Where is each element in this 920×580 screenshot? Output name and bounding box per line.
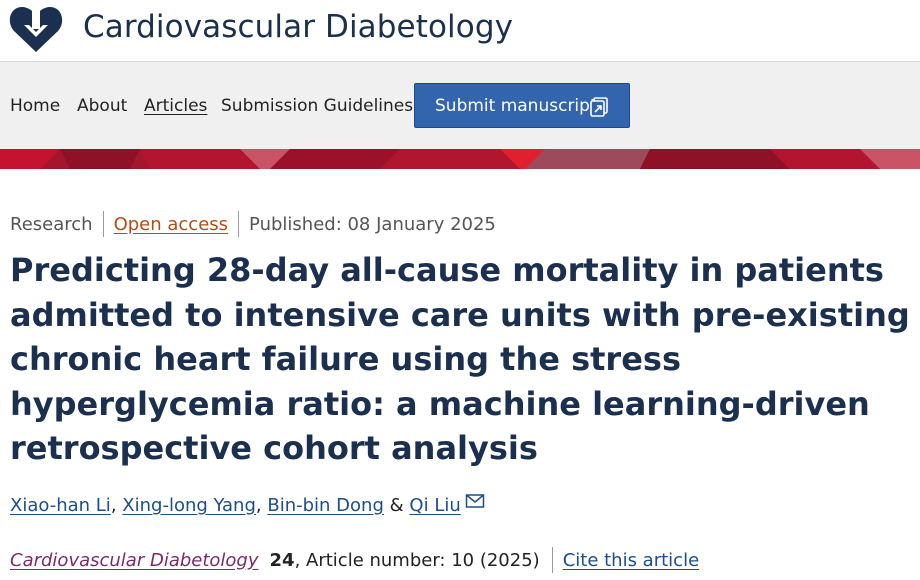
heart-arrow-logo-icon[interactable] <box>8 4 64 54</box>
submit-manuscript-label: Submit manuscript <box>435 95 597 116</box>
author-separator: , <box>110 495 117 516</box>
mail-icon[interactable] <box>465 493 485 509</box>
author-link[interactable]: Bin-bin Dong <box>267 495 384 516</box>
article-type: Research <box>10 213 93 235</box>
cite-this-article-link[interactable]: Cite this article <box>562 549 700 571</box>
author-link[interactable]: Xing-long Yang <box>122 495 256 516</box>
author-link[interactable]: Qi Liu <box>409 495 461 516</box>
meta-divider <box>102 211 104 237</box>
nav-item-home[interactable]: Home <box>10 96 61 116</box>
article-title: Predicting 28-day all-cause mortality in… <box>10 251 910 467</box>
article-meta: Research Open access Published: 08 Janua… <box>10 211 496 237</box>
external-link-icon <box>590 97 608 117</box>
nav-item-submission-guidelines[interactable]: Submission Guidelines <box>221 96 414 116</box>
nav-item-about[interactable]: About <box>77 96 128 116</box>
decorative-banner <box>0 149 920 169</box>
citation-line: Cardiovascular Diabetology 24 , Article … <box>10 547 699 573</box>
meta-divider <box>238 211 240 237</box>
main-nav: Home About Articles Submission Guideline… <box>0 62 920 149</box>
journal-title[interactable]: Cardiovascular Diabetology <box>83 9 514 45</box>
journal-link[interactable]: Cardiovascular Diabetology <box>10 549 259 571</box>
article-number: , Article number: 10 (2025) <box>294 549 540 571</box>
author-link[interactable]: Xiao-han Li <box>10 495 111 516</box>
author-list: Xiao-han Li , Xing-long Yang , Bin-bin D… <box>10 493 485 516</box>
nav-item-articles[interactable]: Articles <box>144 96 208 116</box>
published-date: Published: 08 January 2025 <box>249 213 496 235</box>
volume-number: 24 <box>269 549 295 571</box>
submit-manuscript-button[interactable]: Submit manuscript <box>414 83 630 128</box>
site-header: Cardiovascular Diabetology <box>0 0 920 62</box>
citation-divider <box>551 547 553 573</box>
author-joiner: & <box>389 495 404 516</box>
author-separator: , <box>255 495 262 516</box>
open-access-link[interactable]: Open access <box>113 213 229 235</box>
